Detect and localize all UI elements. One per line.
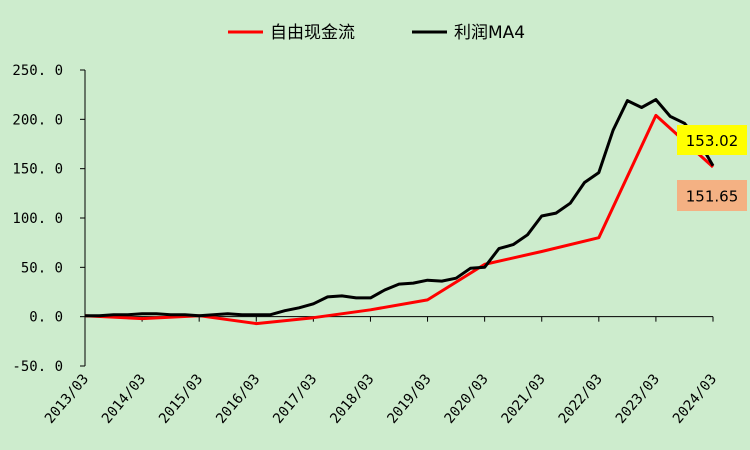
callout-label: 153.02 — [686, 132, 739, 150]
x-tick-label: 2015/03 — [156, 371, 206, 426]
y-tick-label: 50. 0 — [21, 260, 63, 276]
x-tick-label: 2016/03 — [213, 371, 263, 426]
x-tick-label: 2020/03 — [442, 371, 492, 426]
y-tick-label: 100. 0 — [12, 211, 63, 227]
x-tick-label: 2018/03 — [327, 371, 377, 426]
y-tick-label: 0. 0 — [29, 310, 63, 326]
callout-box — [677, 125, 747, 155]
x-tick-label: 2022/03 — [556, 371, 606, 426]
series-line-1 — [85, 98, 715, 318]
x-tick-label: 2014/03 — [99, 371, 149, 426]
x-tick-label: 2019/03 — [384, 371, 434, 426]
x-tick-label: 2013/03 — [42, 371, 92, 426]
x-axis: 2013/03 2014/03 2015/03 2016/03 2017/03 2018/… — [42, 316, 720, 427]
y-tick-label: 250. 0 — [12, 63, 63, 79]
y-axis: -50. 0 0. 0 50. 0 100. 0 150. 0 200. 0 250. 0 — [12, 63, 86, 375]
x-tick-label: 2024/03 — [670, 371, 720, 426]
x-tick-label: 2021/03 — [499, 371, 549, 426]
annotation-layer: 153.02 151.65 — [677, 125, 747, 211]
series-layer — [84, 98, 715, 326]
x-tick-label: 2023/03 — [613, 371, 663, 426]
callout-label: 151.65 — [686, 188, 739, 206]
y-tick-label: -50. 0 — [12, 359, 63, 375]
y-tick-label: 200. 0 — [12, 112, 63, 128]
y-tick-label: 150. 0 — [12, 162, 63, 178]
legend: 自由现金流 利润MA4 — [228, 23, 525, 43]
legend-label: 自由现金流 — [270, 23, 355, 43]
callout-box — [677, 180, 747, 211]
series-line-0 — [84, 113, 715, 326]
legend-label: 利润MA4 — [454, 23, 525, 43]
x-tick-label: 2017/03 — [270, 371, 320, 426]
